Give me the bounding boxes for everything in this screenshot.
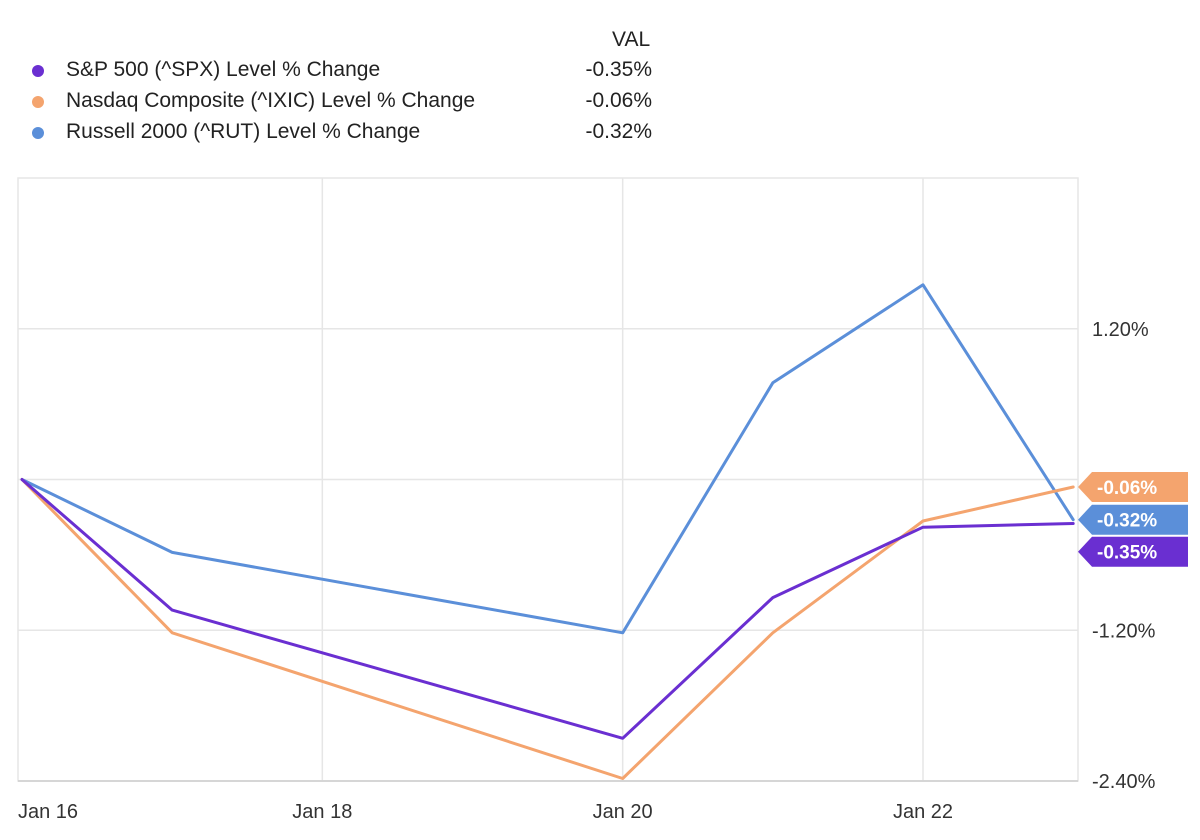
y-tick-label: -1.20% — [1092, 620, 1156, 642]
legend-item-value: -0.35% — [585, 58, 652, 81]
y-tick-label: 1.20% — [1092, 319, 1149, 341]
x-tick-label: Jan 16 — [18, 801, 78, 823]
end-value-badge — [1078, 504, 1188, 535]
legend-item-value: -0.32% — [585, 120, 652, 143]
grid — [17, 177, 1079, 782]
legend-value-header: VAL — [612, 28, 651, 51]
legend-item-label: Nasdaq Composite (^IXIC) Level % Change — [66, 89, 476, 112]
legend-item-label: S&P 500 (^SPX) Level % Change — [66, 58, 381, 81]
legend-dot-icon — [32, 65, 44, 77]
legend-item-ixic[interactable]: Nasdaq Composite (^IXIC) Level % Change … — [32, 87, 672, 117]
legend-item-spx[interactable]: S&P 500 (^SPX) Level % Change -0.35% — [32, 56, 672, 86]
end-value-badges: -0.06% -0.32% -0.35% — [1078, 472, 1188, 567]
chart-legend: VAL S&P 500 (^SPX) Level % Change -0.35%… — [0, 0, 700, 160]
legend-item-value: -0.06% — [585, 89, 652, 112]
x-tick-label: Jan 22 — [893, 801, 953, 823]
end-value-label: -0.06% — [1097, 478, 1157, 499]
end-value-badge — [1078, 536, 1188, 567]
legend-dot-icon — [32, 127, 44, 139]
x-tick-label: Jan 20 — [593, 801, 653, 823]
legend-item-label: Russell 2000 (^RUT) Level % Change — [66, 120, 421, 143]
legend-dot-icon — [32, 96, 44, 108]
series-line-0 — [20, 478, 1075, 740]
series-line-1 — [20, 478, 1075, 780]
end-value-label: -0.35% — [1097, 543, 1157, 564]
end-value-label: -0.32% — [1097, 511, 1157, 532]
x-tick-label: Jan 18 — [292, 801, 352, 823]
end-value-badge — [1078, 472, 1188, 503]
y-tick-label: -2.40% — [1092, 771, 1156, 793]
series-lines — [20, 283, 1075, 780]
series-line-2 — [20, 283, 1075, 635]
legend-item-rut[interactable]: Russell 2000 (^RUT) Level % Change -0.32… — [32, 118, 672, 148]
